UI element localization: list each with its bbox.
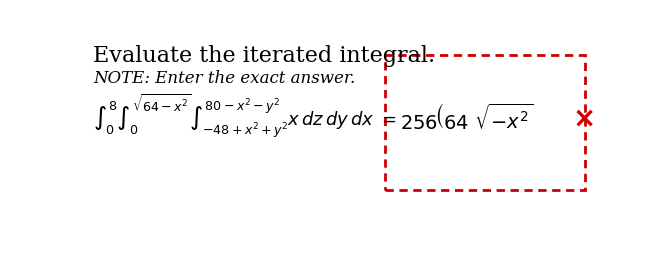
Text: $\mathbf{\times}$: $\mathbf{\times}$ [573, 105, 594, 133]
Text: $\int_0^8 \int_0^{\sqrt{64-x^2}} \int_{-48+x^2+y^2}^{80-x^2-y^2} x\, dz\, dy\, d: $\int_0^8 \int_0^{\sqrt{64-x^2}} \int_{-… [93, 92, 397, 140]
Text: Evaluate the iterated integral.: Evaluate the iterated integral. [93, 45, 435, 67]
Text: $256\!\left( 64\ \sqrt{-x^2}\right.$: $256\!\left( 64\ \sqrt{-x^2}\right.$ [401, 104, 534, 134]
Text: NOTE: Enter the exact answer.: NOTE: Enter the exact answer. [93, 70, 355, 87]
Bar [384, 55, 585, 190]
